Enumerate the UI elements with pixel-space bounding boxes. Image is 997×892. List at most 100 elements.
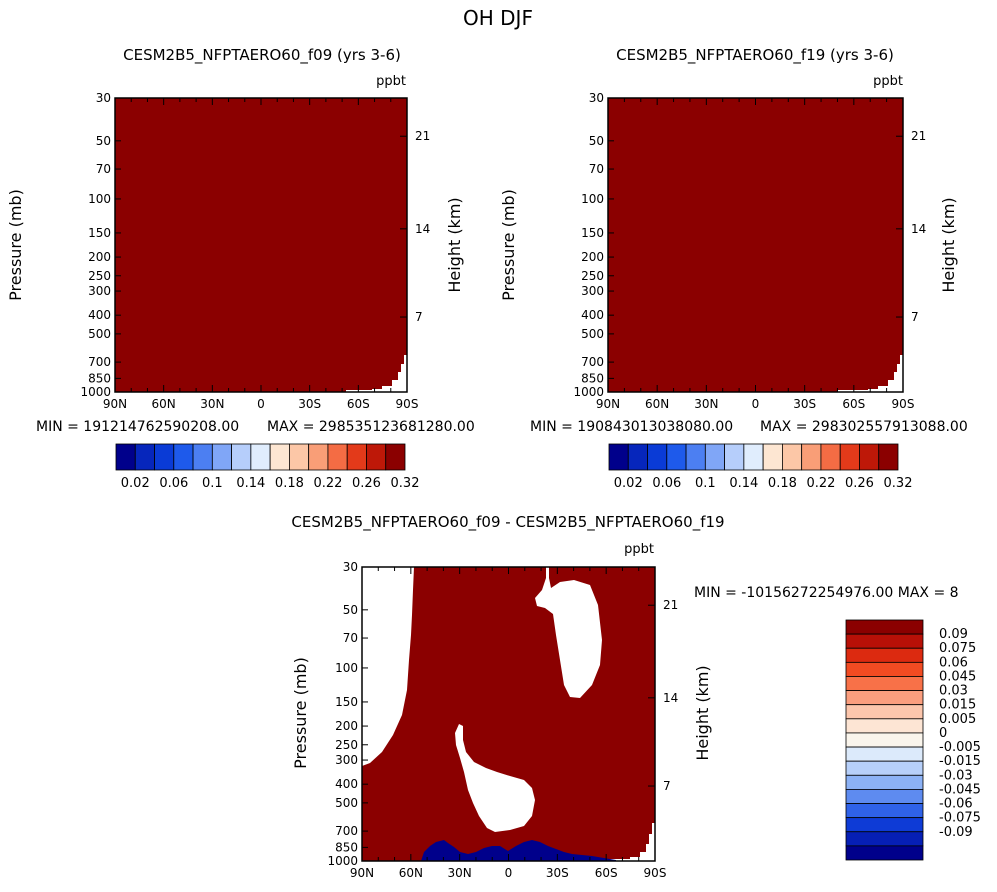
p2-colorbar-label: 0.22 [806, 476, 835, 491]
p1-colorbar-swatch [134, 443, 155, 471]
panel-3-colorbar: 0.090.0750.060.0450.030.0150.0050-0.005-… [845, 619, 981, 861]
p2-colorbar-swatch [724, 443, 745, 471]
p1-colorbar-swatch [269, 443, 290, 471]
p1-y-tick-label: 100 [88, 192, 111, 206]
p2-right-tick-label: 14 [911, 222, 926, 236]
p1-colorbar-swatch [385, 443, 406, 471]
p3-colorbar-label: -0.045 [939, 782, 981, 797]
p3-colorbar-swatch [845, 690, 924, 706]
p3-colorbar-swatch [845, 774, 924, 790]
p3-x-tick-label: 30N [448, 866, 472, 880]
p3-x-tick-label: 30S [546, 866, 569, 880]
p1-y-tick-label: 200 [88, 250, 111, 264]
p2-colorbar-label: 0.32 [884, 476, 913, 491]
panel-3-negative-region [421, 840, 616, 861]
panel-2-masked-region [838, 355, 903, 392]
panel-2-colorbar: 0.02 0.06 0.1 0.14 0.18 0.22 0.26 0.32 [608, 443, 913, 491]
panel-1-ylabel: Pressure (mb) [6, 189, 25, 301]
p3-colorbar-label: 0.03 [939, 684, 968, 699]
p2-colorbar-label: 0.14 [729, 476, 758, 491]
p1-x-tick-label: 30N [200, 397, 224, 411]
panel-1-colorbar: 0.02 0.06 0.1 0.14 0.18 0.22 0.26 0.32 [115, 443, 420, 491]
p3-colorbar-label: 0.09 [939, 627, 968, 642]
panel-3-near-zero-region-tropics [455, 724, 535, 832]
p3-right-tick-label: 7 [663, 779, 671, 793]
p3-y-tick-label: 250 [335, 738, 358, 752]
p2-colorbar-swatch [627, 443, 648, 471]
p3-colorbar-label: -0.06 [939, 797, 973, 812]
p2-colorbar-swatch [685, 443, 706, 471]
p3-right-tick-label: 21 [663, 598, 678, 612]
p2-colorbar-label: 0.1 [695, 476, 716, 491]
p1-y-tick-label: 1000 [80, 385, 111, 399]
p2-colorbar-swatch [704, 443, 725, 471]
p3-colorbar-swatch [845, 789, 924, 804]
p1-colorbar-swatch [154, 443, 175, 471]
p1-colorbar-swatch [288, 443, 310, 471]
panel-2-x-ticks: 90N 60N 30N 0 30S 60S 90S [596, 98, 914, 411]
p3-colorbar-label: 0.015 [939, 698, 976, 713]
panel-2-field [608, 98, 903, 392]
p1-colorbar-label: 0.02 [121, 476, 150, 491]
p2-y-tick-label: 700 [581, 355, 604, 369]
p3-colorbar-swatch [845, 803, 924, 819]
p1-colorbar-swatch [250, 443, 271, 471]
panel-2: CESM2B5_NFPTAERO60_f19 (yrs 3-6) ppbt 90… [499, 46, 968, 491]
panel-1-min: MIN = 191214762590208.00 [36, 419, 239, 435]
p2-x-tick-label: 90N [596, 397, 620, 411]
p3-y-tick-label: 200 [335, 719, 358, 733]
panel-3-units: ppbt [624, 542, 654, 557]
p1-x-tick-label: 90N [103, 397, 127, 411]
p2-y-tick-label: 250 [581, 269, 604, 283]
panel-3-masked-region [600, 823, 655, 861]
p1-y-tick-label: 50 [96, 134, 111, 148]
p2-colorbar-swatch [647, 443, 668, 471]
p3-x-tick-label: 0 [505, 866, 513, 880]
p1-y-tick-label: 30 [96, 91, 111, 105]
p2-colorbar-swatch [666, 443, 687, 471]
p2-colorbar-swatch [743, 443, 764, 471]
p2-colorbar-swatch [820, 443, 841, 471]
p1-colorbar-swatch [173, 443, 194, 471]
p3-colorbar-swatch [845, 831, 924, 847]
panel-3-x-ticks: 90N 60N 30N 0 30S 60S 90S [350, 567, 667, 880]
panel-3-near-zero-region-sh [535, 567, 602, 698]
p3-colorbar-label: 0.06 [939, 655, 968, 670]
panel-3-right-ylabel: Height (km) [693, 665, 712, 760]
panel-3-minor-ticks [377, 567, 640, 861]
p1-y-tick-label: 400 [88, 308, 111, 322]
p1-colorbar-swatch [115, 443, 136, 471]
p3-colorbar-swatch [845, 732, 924, 748]
p1-colorbar-label: 0.32 [391, 476, 420, 491]
p1-colorbar-swatch [231, 443, 252, 471]
p1-right-tick-label: 21 [415, 129, 430, 143]
panel-1-x-ticks: 90N 60N 30N 0 30S 60S 90S [103, 98, 418, 411]
panel-1-max: MAX = 298535123681280.00 [267, 419, 475, 435]
p1-colorbar-swatch [192, 443, 213, 471]
p1-y-tick-label: 500 [88, 327, 111, 341]
p3-y-tick-label: 500 [335, 796, 358, 810]
p3-colorbar-swatch [845, 647, 924, 663]
panel-2-minor-ticks [623, 98, 888, 392]
p2-y-tick-label: 70 [589, 162, 604, 176]
p1-right-tick-label: 7 [415, 310, 423, 324]
p2-x-tick-label: 60S [842, 397, 865, 411]
p3-y-tick-label: 30 [343, 560, 358, 574]
p2-colorbar-swatch [839, 443, 860, 471]
p1-colorbar-label: 0.14 [236, 476, 265, 491]
panel-3-minmax: MIN = -10156272254976.00 MAX = 8 [694, 585, 959, 601]
p1-y-tick-label: 300 [88, 284, 111, 298]
p3-x-tick-label: 90S [644, 866, 667, 880]
p2-y-tick-label: 150 [581, 226, 604, 240]
p1-colorbar-label: 0.22 [313, 476, 342, 491]
panel-2-max: MAX = 298302557913088.00 [760, 419, 968, 435]
p3-colorbar-label: -0.005 [939, 740, 981, 755]
p2-right-tick-label: 7 [911, 310, 919, 324]
p2-colorbar-swatch [859, 443, 880, 471]
panel-3-title: CESM2B5_NFPTAERO60_f09 - CESM2B5_NFPTAER… [291, 513, 724, 532]
p1-colorbar-swatch [211, 443, 232, 471]
